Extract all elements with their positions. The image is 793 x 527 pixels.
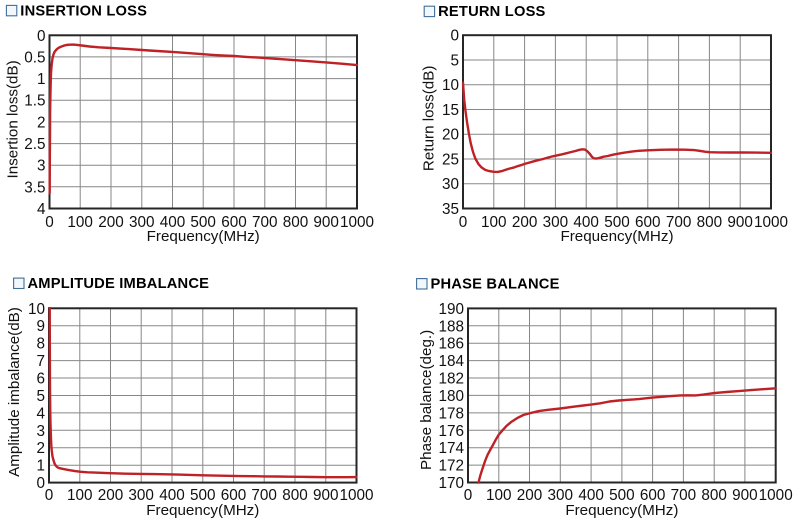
svg-text:200: 200 — [98, 487, 124, 504]
svg-text:800: 800 — [283, 214, 309, 231]
svg-text:600: 600 — [221, 214, 247, 231]
svg-text:2.5: 2.5 — [24, 136, 45, 153]
svg-text:10: 10 — [28, 301, 45, 318]
svg-text:0: 0 — [459, 214, 468, 231]
svg-text:PHASE BALANCE: PHASE BALANCE — [431, 277, 560, 293]
svg-text:100: 100 — [481, 214, 507, 231]
svg-text:8: 8 — [36, 336, 45, 353]
svg-text:INSERTION LOSS: INSERTION LOSS — [20, 3, 147, 19]
svg-text:700: 700 — [671, 487, 697, 504]
svg-text:0: 0 — [464, 487, 473, 504]
svg-text:1: 1 — [37, 71, 46, 88]
svg-text:300: 300 — [128, 487, 154, 504]
svg-text:182: 182 — [438, 371, 464, 388]
svg-text:900: 900 — [732, 487, 758, 504]
svg-text:6: 6 — [36, 371, 45, 388]
svg-text:500: 500 — [604, 214, 630, 231]
svg-text:0: 0 — [37, 28, 46, 45]
svg-text:800: 800 — [282, 487, 308, 504]
svg-text:Frequency(MHz): Frequency(MHz) — [146, 502, 259, 519]
svg-text:900: 900 — [727, 214, 753, 231]
svg-text:900: 900 — [313, 487, 339, 504]
svg-text:RETURN LOSS: RETURN LOSS — [438, 4, 545, 20]
svg-text:Frequency(MHz): Frequency(MHz) — [560, 228, 673, 245]
svg-text:1000: 1000 — [759, 487, 793, 504]
svg-text:100: 100 — [67, 214, 93, 231]
svg-text:AMPLITUDE IMBALANCE: AMPLITUDE IMBALANCE — [28, 276, 210, 292]
svg-text:0.5: 0.5 — [24, 49, 45, 66]
svg-text:1000: 1000 — [754, 214, 788, 231]
svg-text:4: 4 — [36, 405, 45, 422]
svg-text:Insertion loss(dB): Insertion loss(dB) — [5, 60, 22, 178]
svg-text:400: 400 — [159, 487, 185, 504]
svg-text:178: 178 — [438, 405, 464, 422]
svg-text:300: 300 — [548, 487, 574, 504]
svg-text:400: 400 — [573, 214, 599, 231]
svg-text:5: 5 — [36, 388, 45, 405]
svg-text:Frequency(MHz): Frequency(MHz) — [147, 228, 260, 245]
svg-text:500: 500 — [609, 487, 635, 504]
svg-text:180: 180 — [438, 388, 464, 405]
svg-text:1000: 1000 — [340, 214, 374, 231]
svg-text:300: 300 — [543, 214, 569, 231]
svg-text:800: 800 — [701, 487, 727, 504]
svg-text:Phase balance(deg.): Phase balance(deg.) — [418, 330, 435, 470]
svg-text:2: 2 — [37, 114, 46, 131]
svg-text:35: 35 — [442, 201, 459, 218]
svg-text:600: 600 — [221, 487, 247, 504]
svg-text:600: 600 — [635, 214, 661, 231]
svg-text:900: 900 — [313, 214, 339, 231]
svg-text:2: 2 — [36, 440, 45, 457]
svg-text:100: 100 — [67, 487, 93, 504]
svg-text:15: 15 — [442, 102, 459, 119]
svg-text:Frequency(MHz): Frequency(MHz) — [565, 502, 678, 519]
svg-text:174: 174 — [438, 440, 464, 457]
svg-text:1: 1 — [36, 458, 45, 475]
svg-text:700: 700 — [251, 487, 277, 504]
svg-text:30: 30 — [442, 176, 459, 193]
svg-text:500: 500 — [190, 487, 216, 504]
svg-text:172: 172 — [438, 458, 464, 475]
svg-text:190: 190 — [438, 301, 464, 318]
svg-text:184: 184 — [438, 353, 464, 370]
svg-text:10: 10 — [442, 77, 459, 94]
svg-text:176: 176 — [438, 423, 464, 440]
svg-text:300: 300 — [129, 214, 155, 231]
svg-text:186: 186 — [438, 336, 464, 353]
svg-text:0: 0 — [36, 475, 45, 492]
svg-text:600: 600 — [640, 487, 666, 504]
svg-text:Return loss(dB): Return loss(dB) — [421, 66, 438, 172]
svg-text:170: 170 — [438, 475, 464, 492]
svg-text:100: 100 — [486, 487, 512, 504]
svg-text:3.5: 3.5 — [24, 179, 45, 196]
svg-text:0: 0 — [450, 28, 459, 45]
svg-text:200: 200 — [512, 214, 538, 231]
svg-text:7: 7 — [36, 353, 45, 370]
svg-text:1000: 1000 — [339, 487, 373, 504]
svg-text:3: 3 — [37, 158, 46, 175]
svg-text:1.5: 1.5 — [24, 93, 45, 110]
svg-text:500: 500 — [190, 214, 216, 231]
svg-text:Amplitude imbalance(dB): Amplitude imbalance(dB) — [6, 307, 23, 477]
svg-text:200: 200 — [517, 487, 543, 504]
svg-text:9: 9 — [36, 318, 45, 335]
svg-text:200: 200 — [98, 214, 124, 231]
svg-text:800: 800 — [697, 214, 723, 231]
svg-text:5: 5 — [450, 53, 459, 70]
svg-text:700: 700 — [252, 214, 278, 231]
svg-text:400: 400 — [578, 487, 604, 504]
svg-text:0: 0 — [45, 214, 54, 231]
svg-text:400: 400 — [160, 214, 186, 231]
svg-text:25: 25 — [442, 152, 459, 169]
svg-text:20: 20 — [442, 127, 459, 144]
svg-text:3: 3 — [36, 423, 45, 440]
svg-text:700: 700 — [666, 214, 692, 231]
svg-text:188: 188 — [438, 318, 464, 335]
svg-text:0: 0 — [45, 487, 54, 504]
svg-text:4: 4 — [37, 201, 46, 218]
